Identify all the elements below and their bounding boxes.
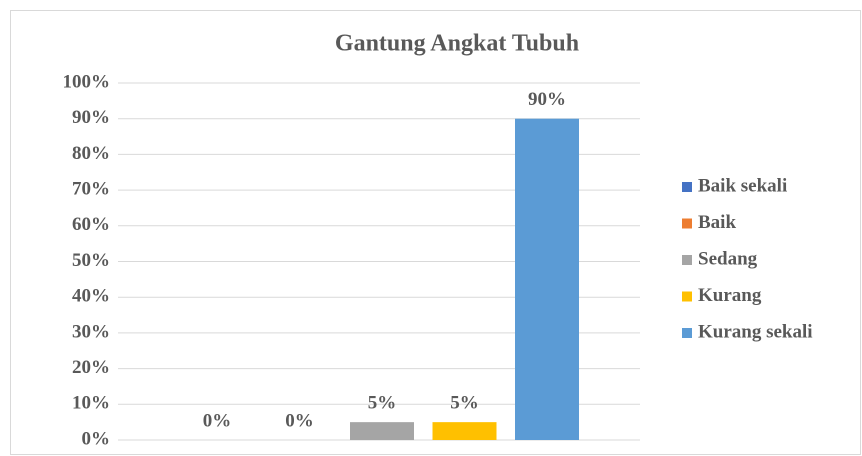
data-label: 0% (203, 410, 232, 431)
y-tick-label: 90% (72, 107, 110, 128)
bar (515, 118, 579, 440)
y-tick-label: 20% (72, 357, 110, 378)
y-tick-label: 50% (72, 250, 110, 271)
legend-label: Kurang sekali (698, 321, 813, 342)
legend-swatch (682, 218, 692, 229)
legend-label: Baik sekali (698, 175, 787, 196)
y-tick-label: 60% (72, 214, 110, 235)
chart-title: Gantung Angkat Tubuh (335, 31, 579, 57)
legend-swatch (682, 255, 692, 265)
data-label: 90% (528, 89, 566, 110)
y-tick-label: 70% (72, 178, 110, 199)
legend-label: Sedang (698, 248, 758, 269)
bar (432, 422, 497, 440)
legend-swatch (682, 182, 692, 192)
y-tick-label: 30% (72, 321, 110, 342)
y-tick-label: 0% (82, 428, 111, 449)
y-tick-label: 100% (63, 71, 111, 92)
legend-swatch (682, 291, 692, 302)
legend-label: Kurang (698, 285, 762, 306)
y-tick-label: 40% (72, 286, 110, 307)
bar (350, 422, 414, 440)
data-label: 5% (450, 393, 479, 414)
legend-swatch (682, 328, 692, 338)
y-tick-label: 80% (72, 143, 110, 164)
legend-label: Baik (698, 212, 736, 233)
chart-border (10, 10, 861, 455)
data-label: 5% (368, 393, 397, 414)
data-label: 0% (285, 410, 314, 431)
y-tick-label: 10% (72, 393, 110, 414)
